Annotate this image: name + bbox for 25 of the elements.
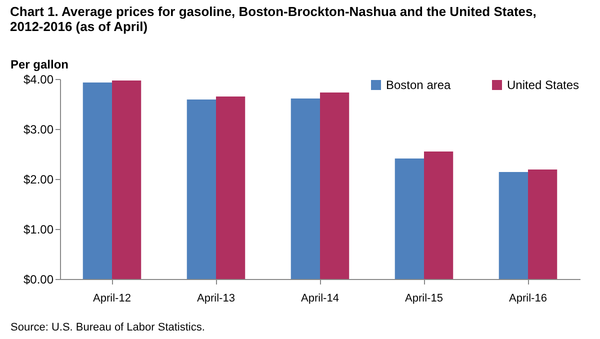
- bar: [320, 92, 350, 279]
- source-note: Source: U.S. Bureau of Labor Statistics.: [10, 322, 205, 334]
- bar: [290, 98, 320, 279]
- x-tick-label: April-14: [301, 292, 339, 304]
- x-tick-label: April-12: [93, 292, 131, 304]
- bar: [112, 80, 142, 279]
- bar: [528, 170, 558, 279]
- bar: [424, 152, 454, 279]
- y-tick-label: $2.00: [23, 172, 54, 186]
- bar: [394, 158, 424, 279]
- y-axis-title: Per gallon: [10, 58, 69, 72]
- legend-label: United States: [507, 78, 580, 92]
- x-tick-label: April-13: [197, 292, 235, 304]
- legend-label: Boston area: [386, 78, 452, 92]
- x-tick-label: April-15: [405, 292, 443, 304]
- bar: [216, 96, 246, 279]
- y-tick-label: $3.00: [23, 122, 54, 136]
- bar: [498, 172, 528, 279]
- y-tick-label: $1.00: [23, 222, 54, 236]
- y-tick-label: $4.00: [23, 72, 54, 86]
- bar: [82, 82, 112, 279]
- chart-title: Chart 1. Average prices for gasoline, Boston-Brockton-Nashua and the United States, 2012-2016 (as of April): [10, 4, 536, 34]
- bar: [186, 100, 216, 279]
- y-tick-label: $0.00: [23, 272, 54, 286]
- x-tick-label: April-16: [509, 292, 547, 304]
